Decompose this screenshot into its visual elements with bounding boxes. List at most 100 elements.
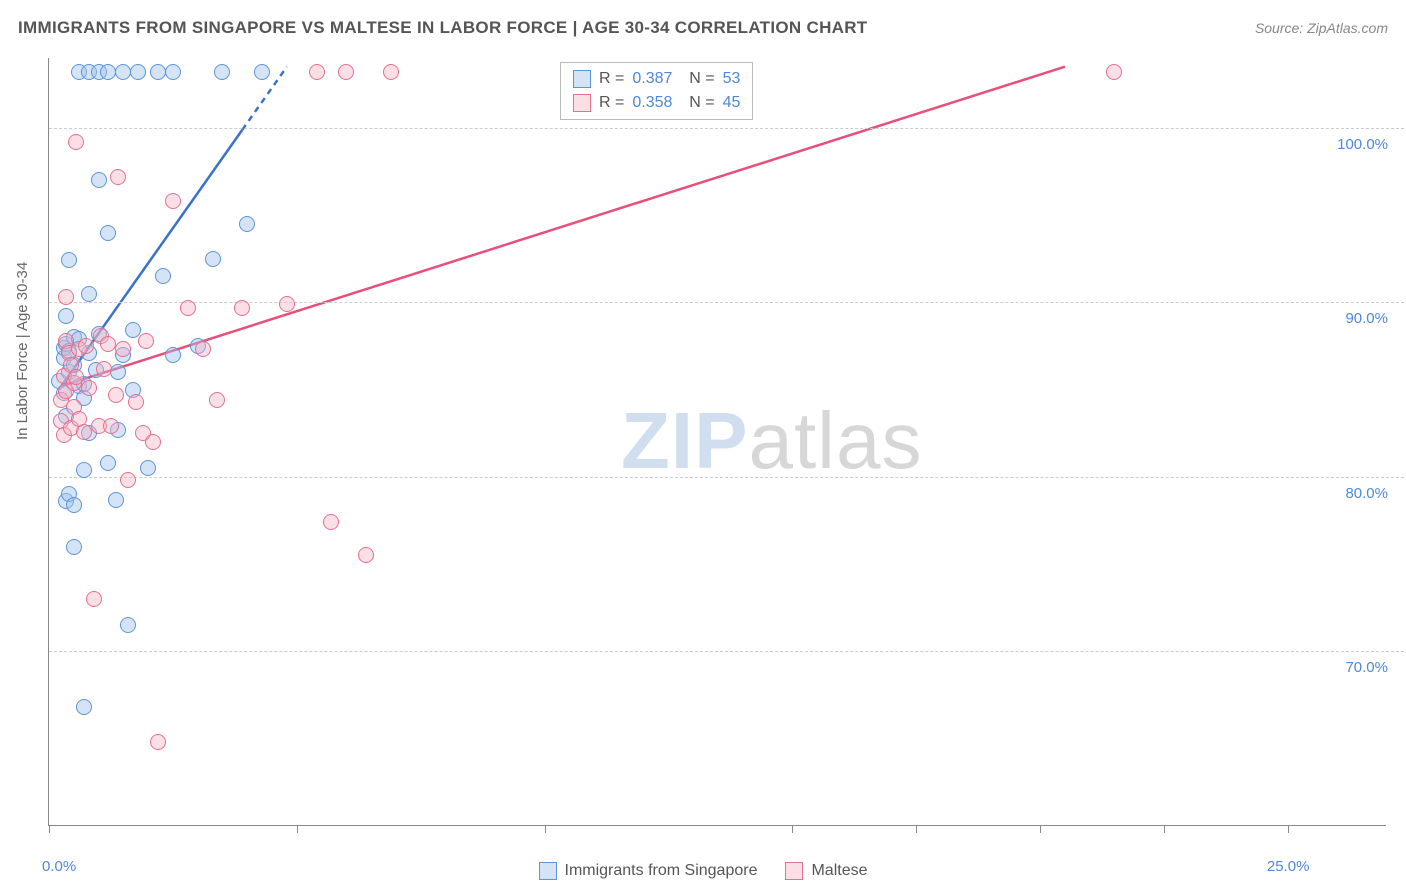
scatter-point-singapore bbox=[100, 64, 116, 80]
scatter-point-maltese bbox=[150, 734, 166, 750]
chart-title: IMMIGRANTS FROM SINGAPORE VS MALTESE IN … bbox=[18, 18, 868, 38]
x-tick bbox=[545, 825, 546, 833]
correlation-stats-box: R = 0.387 N = 53R = 0.358 N = 45 bbox=[560, 62, 753, 120]
scatter-point-maltese bbox=[110, 169, 126, 185]
x-tick bbox=[1164, 825, 1165, 833]
scatter-point-singapore bbox=[76, 699, 92, 715]
scatter-point-singapore bbox=[214, 64, 230, 80]
gridline bbox=[49, 128, 1404, 129]
scatter-point-maltese bbox=[338, 64, 354, 80]
scatter-point-maltese bbox=[209, 392, 225, 408]
legend-label-singapore: Immigrants from Singapore bbox=[565, 862, 758, 880]
legend-label-maltese: Maltese bbox=[811, 862, 867, 880]
stats-n-label: N = bbox=[680, 91, 714, 115]
stats-n-label: N = bbox=[680, 67, 714, 91]
scatter-point-singapore bbox=[76, 462, 92, 478]
stats-swatch-icon bbox=[573, 94, 591, 112]
scatter-point-singapore bbox=[81, 286, 97, 302]
watermark-zip: ZIP bbox=[621, 396, 748, 485]
scatter-point-maltese bbox=[86, 591, 102, 607]
scatter-point-maltese bbox=[103, 418, 119, 434]
source-name: ZipAtlas.com bbox=[1307, 20, 1388, 36]
stats-row-maltese: R = 0.358 N = 45 bbox=[573, 91, 740, 115]
y-tick-label: 90.0% bbox=[1345, 310, 1388, 327]
stats-swatch-icon bbox=[573, 70, 591, 88]
scatter-point-maltese bbox=[128, 394, 144, 410]
y-tick-label: 70.0% bbox=[1345, 659, 1388, 676]
scatter-point-maltese bbox=[76, 424, 92, 440]
scatter-point-maltese bbox=[195, 341, 211, 357]
legend: Immigrants from Singapore Maltese bbox=[0, 862, 1406, 880]
y-tick-label: 80.0% bbox=[1345, 485, 1388, 502]
scatter-point-maltese bbox=[180, 300, 196, 316]
scatter-point-maltese bbox=[138, 333, 154, 349]
gridline bbox=[49, 651, 1404, 652]
legend-swatch-maltese bbox=[785, 862, 803, 880]
scatter-point-singapore bbox=[130, 64, 146, 80]
scatter-point-singapore bbox=[108, 492, 124, 508]
x-tick bbox=[916, 825, 917, 833]
gridline bbox=[49, 477, 1404, 478]
source-label: Source: bbox=[1255, 20, 1307, 36]
legend-item-singapore: Immigrants from Singapore bbox=[539, 862, 758, 880]
scatter-point-maltese bbox=[323, 514, 339, 530]
stats-row-singapore: R = 0.387 N = 53 bbox=[573, 67, 740, 91]
legend-swatch-singapore bbox=[539, 862, 557, 880]
stats-r-label: R = bbox=[599, 91, 624, 115]
stats-r-value: 0.387 bbox=[632, 67, 672, 91]
scatter-point-singapore bbox=[61, 252, 77, 268]
scatter-point-maltese bbox=[68, 134, 84, 150]
stats-r-label: R = bbox=[599, 67, 624, 91]
x-tick bbox=[1040, 825, 1041, 833]
scatter-point-singapore bbox=[254, 64, 270, 80]
scatter-point-singapore bbox=[239, 216, 255, 232]
scatter-point-singapore bbox=[58, 308, 74, 324]
stats-n-value: 53 bbox=[723, 67, 741, 91]
scatter-point-maltese bbox=[165, 193, 181, 209]
x-axis-min-label: 0.0% bbox=[42, 858, 76, 875]
scatter-point-singapore bbox=[115, 64, 131, 80]
stats-n-value: 45 bbox=[723, 91, 741, 115]
watermark: ZIPatlas bbox=[621, 395, 922, 487]
scatter-point-maltese bbox=[96, 361, 112, 377]
scatter-point-singapore bbox=[110, 364, 126, 380]
scatter-point-singapore bbox=[150, 64, 166, 80]
scatter-point-singapore bbox=[66, 539, 82, 555]
scatter-point-maltese bbox=[358, 547, 374, 563]
x-tick bbox=[792, 825, 793, 833]
scatter-point-singapore bbox=[165, 347, 181, 363]
x-tick bbox=[297, 825, 298, 833]
scatter-point-maltese bbox=[383, 64, 399, 80]
x-tick bbox=[1288, 825, 1289, 833]
y-tick-label: 100.0% bbox=[1337, 136, 1388, 153]
y-axis-label: In Labor Force | Age 30-34 bbox=[14, 262, 31, 440]
scatter-point-singapore bbox=[165, 64, 181, 80]
scatter-point-maltese bbox=[78, 338, 94, 354]
scatter-point-singapore bbox=[120, 617, 136, 633]
scatter-point-maltese bbox=[81, 380, 97, 396]
scatter-point-maltese bbox=[145, 434, 161, 450]
scatter-point-singapore bbox=[155, 268, 171, 284]
scatter-point-maltese bbox=[1106, 64, 1122, 80]
scatter-point-singapore bbox=[100, 225, 116, 241]
scatter-point-maltese bbox=[115, 341, 131, 357]
scatter-point-maltese bbox=[120, 472, 136, 488]
gridline bbox=[49, 302, 1404, 303]
scatter-point-maltese bbox=[234, 300, 250, 316]
trend-lines bbox=[49, 58, 1386, 825]
watermark-atlas: atlas bbox=[748, 396, 922, 485]
scatter-point-singapore bbox=[205, 251, 221, 267]
x-axis-max-label: 25.0% bbox=[1267, 858, 1310, 875]
chart-plot-area: ZIPatlas 70.0% 80.0% 90.0% 100.0% bbox=[48, 58, 1386, 826]
x-tick bbox=[49, 825, 50, 833]
scatter-point-maltese bbox=[309, 64, 325, 80]
scatter-point-singapore bbox=[91, 172, 107, 188]
scatter-point-maltese bbox=[279, 296, 295, 312]
scatter-point-singapore bbox=[100, 455, 116, 471]
scatter-point-maltese bbox=[100, 336, 116, 352]
stats-r-value: 0.358 bbox=[632, 91, 672, 115]
scatter-point-singapore bbox=[66, 497, 82, 513]
source: Source: ZipAtlas.com bbox=[1255, 20, 1388, 38]
scatter-point-maltese bbox=[58, 289, 74, 305]
scatter-point-singapore bbox=[140, 460, 156, 476]
